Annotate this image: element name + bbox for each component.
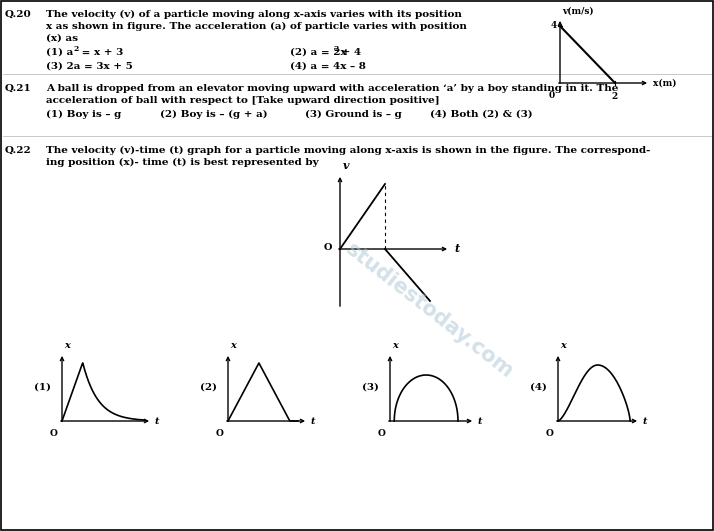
- Text: studiestoday.com: studiestoday.com: [342, 239, 518, 382]
- Text: t: t: [478, 416, 483, 425]
- Text: x: x: [392, 341, 398, 350]
- Text: + 4: + 4: [338, 48, 361, 57]
- Text: (2): (2): [200, 382, 217, 391]
- Text: x: x: [560, 341, 566, 350]
- Text: (4) Both (2) & (3): (4) Both (2) & (3): [430, 110, 533, 119]
- Text: O: O: [378, 429, 386, 438]
- Text: O: O: [323, 243, 332, 252]
- Text: The velocity (v) of a particle moving along x-axis varies with its position: The velocity (v) of a particle moving al…: [46, 10, 462, 19]
- Text: (1) a: (1) a: [46, 48, 74, 57]
- Text: x: x: [230, 341, 236, 350]
- Text: Q.22: Q.22: [5, 146, 31, 155]
- Text: t: t: [155, 416, 159, 425]
- Text: 4: 4: [550, 21, 557, 30]
- Text: (3): (3): [362, 382, 379, 391]
- Text: 2: 2: [333, 45, 338, 53]
- Text: The velocity (v)-time (t) graph for a particle moving along x-axis is shown in t: The velocity (v)-time (t) graph for a pa…: [46, 146, 650, 155]
- Text: v(m/s): v(m/s): [562, 7, 593, 16]
- Text: x(m): x(m): [653, 79, 676, 88]
- Text: t: t: [454, 244, 459, 254]
- Text: ing position (x)- time (t) is best represented by: ing position (x)- time (t) is best repre…: [46, 158, 318, 167]
- Text: 0: 0: [549, 91, 555, 100]
- Text: O: O: [216, 429, 224, 438]
- Text: Q.21: Q.21: [5, 84, 31, 93]
- Text: v: v: [343, 160, 349, 171]
- Text: (3) 2a = 3x + 5: (3) 2a = 3x + 5: [46, 62, 133, 71]
- Text: (2) a = 2x: (2) a = 2x: [290, 48, 346, 57]
- Text: t: t: [311, 416, 316, 425]
- Text: (3) Ground is – g: (3) Ground is – g: [305, 110, 402, 119]
- Text: (4): (4): [530, 382, 547, 391]
- Text: O: O: [546, 429, 554, 438]
- Text: acceleration of ball with respect to [Take upward direction positive]: acceleration of ball with respect to [Ta…: [46, 96, 440, 105]
- Text: t: t: [643, 416, 648, 425]
- Text: (1): (1): [34, 382, 51, 391]
- Text: (2) Boy is – (g + a): (2) Boy is – (g + a): [160, 110, 268, 119]
- Text: Q.20: Q.20: [5, 10, 31, 19]
- Text: (4) a = 4x – 8: (4) a = 4x – 8: [290, 62, 366, 71]
- Text: x as shown in figure. The acceleration (a) of particle varies with position: x as shown in figure. The acceleration (…: [46, 22, 467, 31]
- Text: O: O: [50, 429, 58, 438]
- Text: = x + 3: = x + 3: [78, 48, 124, 57]
- Text: A ball is dropped from an elevator moving upward with acceleration ‘a’ by a boy : A ball is dropped from an elevator movin…: [46, 84, 618, 93]
- Text: (x) as: (x) as: [46, 34, 78, 43]
- Text: 2: 2: [73, 45, 79, 53]
- Text: x: x: [64, 341, 70, 350]
- Text: (1) Boy is – g: (1) Boy is – g: [46, 110, 121, 119]
- Text: 2: 2: [612, 92, 618, 101]
